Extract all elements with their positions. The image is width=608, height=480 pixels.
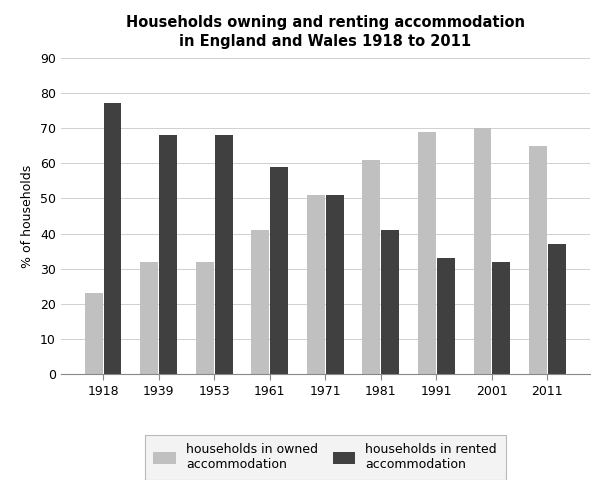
Bar xyxy=(307,195,325,374)
Bar xyxy=(196,262,213,374)
Bar xyxy=(140,262,158,374)
Legend: households in owned
accommodation, households in rented
accommodation: households in owned accommodation, house… xyxy=(145,434,506,480)
Bar xyxy=(215,135,232,374)
Bar xyxy=(529,145,547,374)
Bar xyxy=(418,132,436,374)
Bar xyxy=(548,244,565,374)
Bar xyxy=(252,230,269,374)
Bar xyxy=(437,258,455,374)
Bar xyxy=(362,160,380,374)
Bar xyxy=(159,135,177,374)
Bar xyxy=(271,167,288,374)
Bar xyxy=(474,128,491,374)
Bar xyxy=(381,230,399,374)
Bar xyxy=(104,103,122,374)
Bar xyxy=(492,262,510,374)
Y-axis label: % of households: % of households xyxy=(21,164,35,268)
Bar xyxy=(85,293,103,374)
Title: Households owning and renting accommodation
in England and Wales 1918 to 2011: Households owning and renting accommodat… xyxy=(126,15,525,49)
Bar xyxy=(326,195,344,374)
